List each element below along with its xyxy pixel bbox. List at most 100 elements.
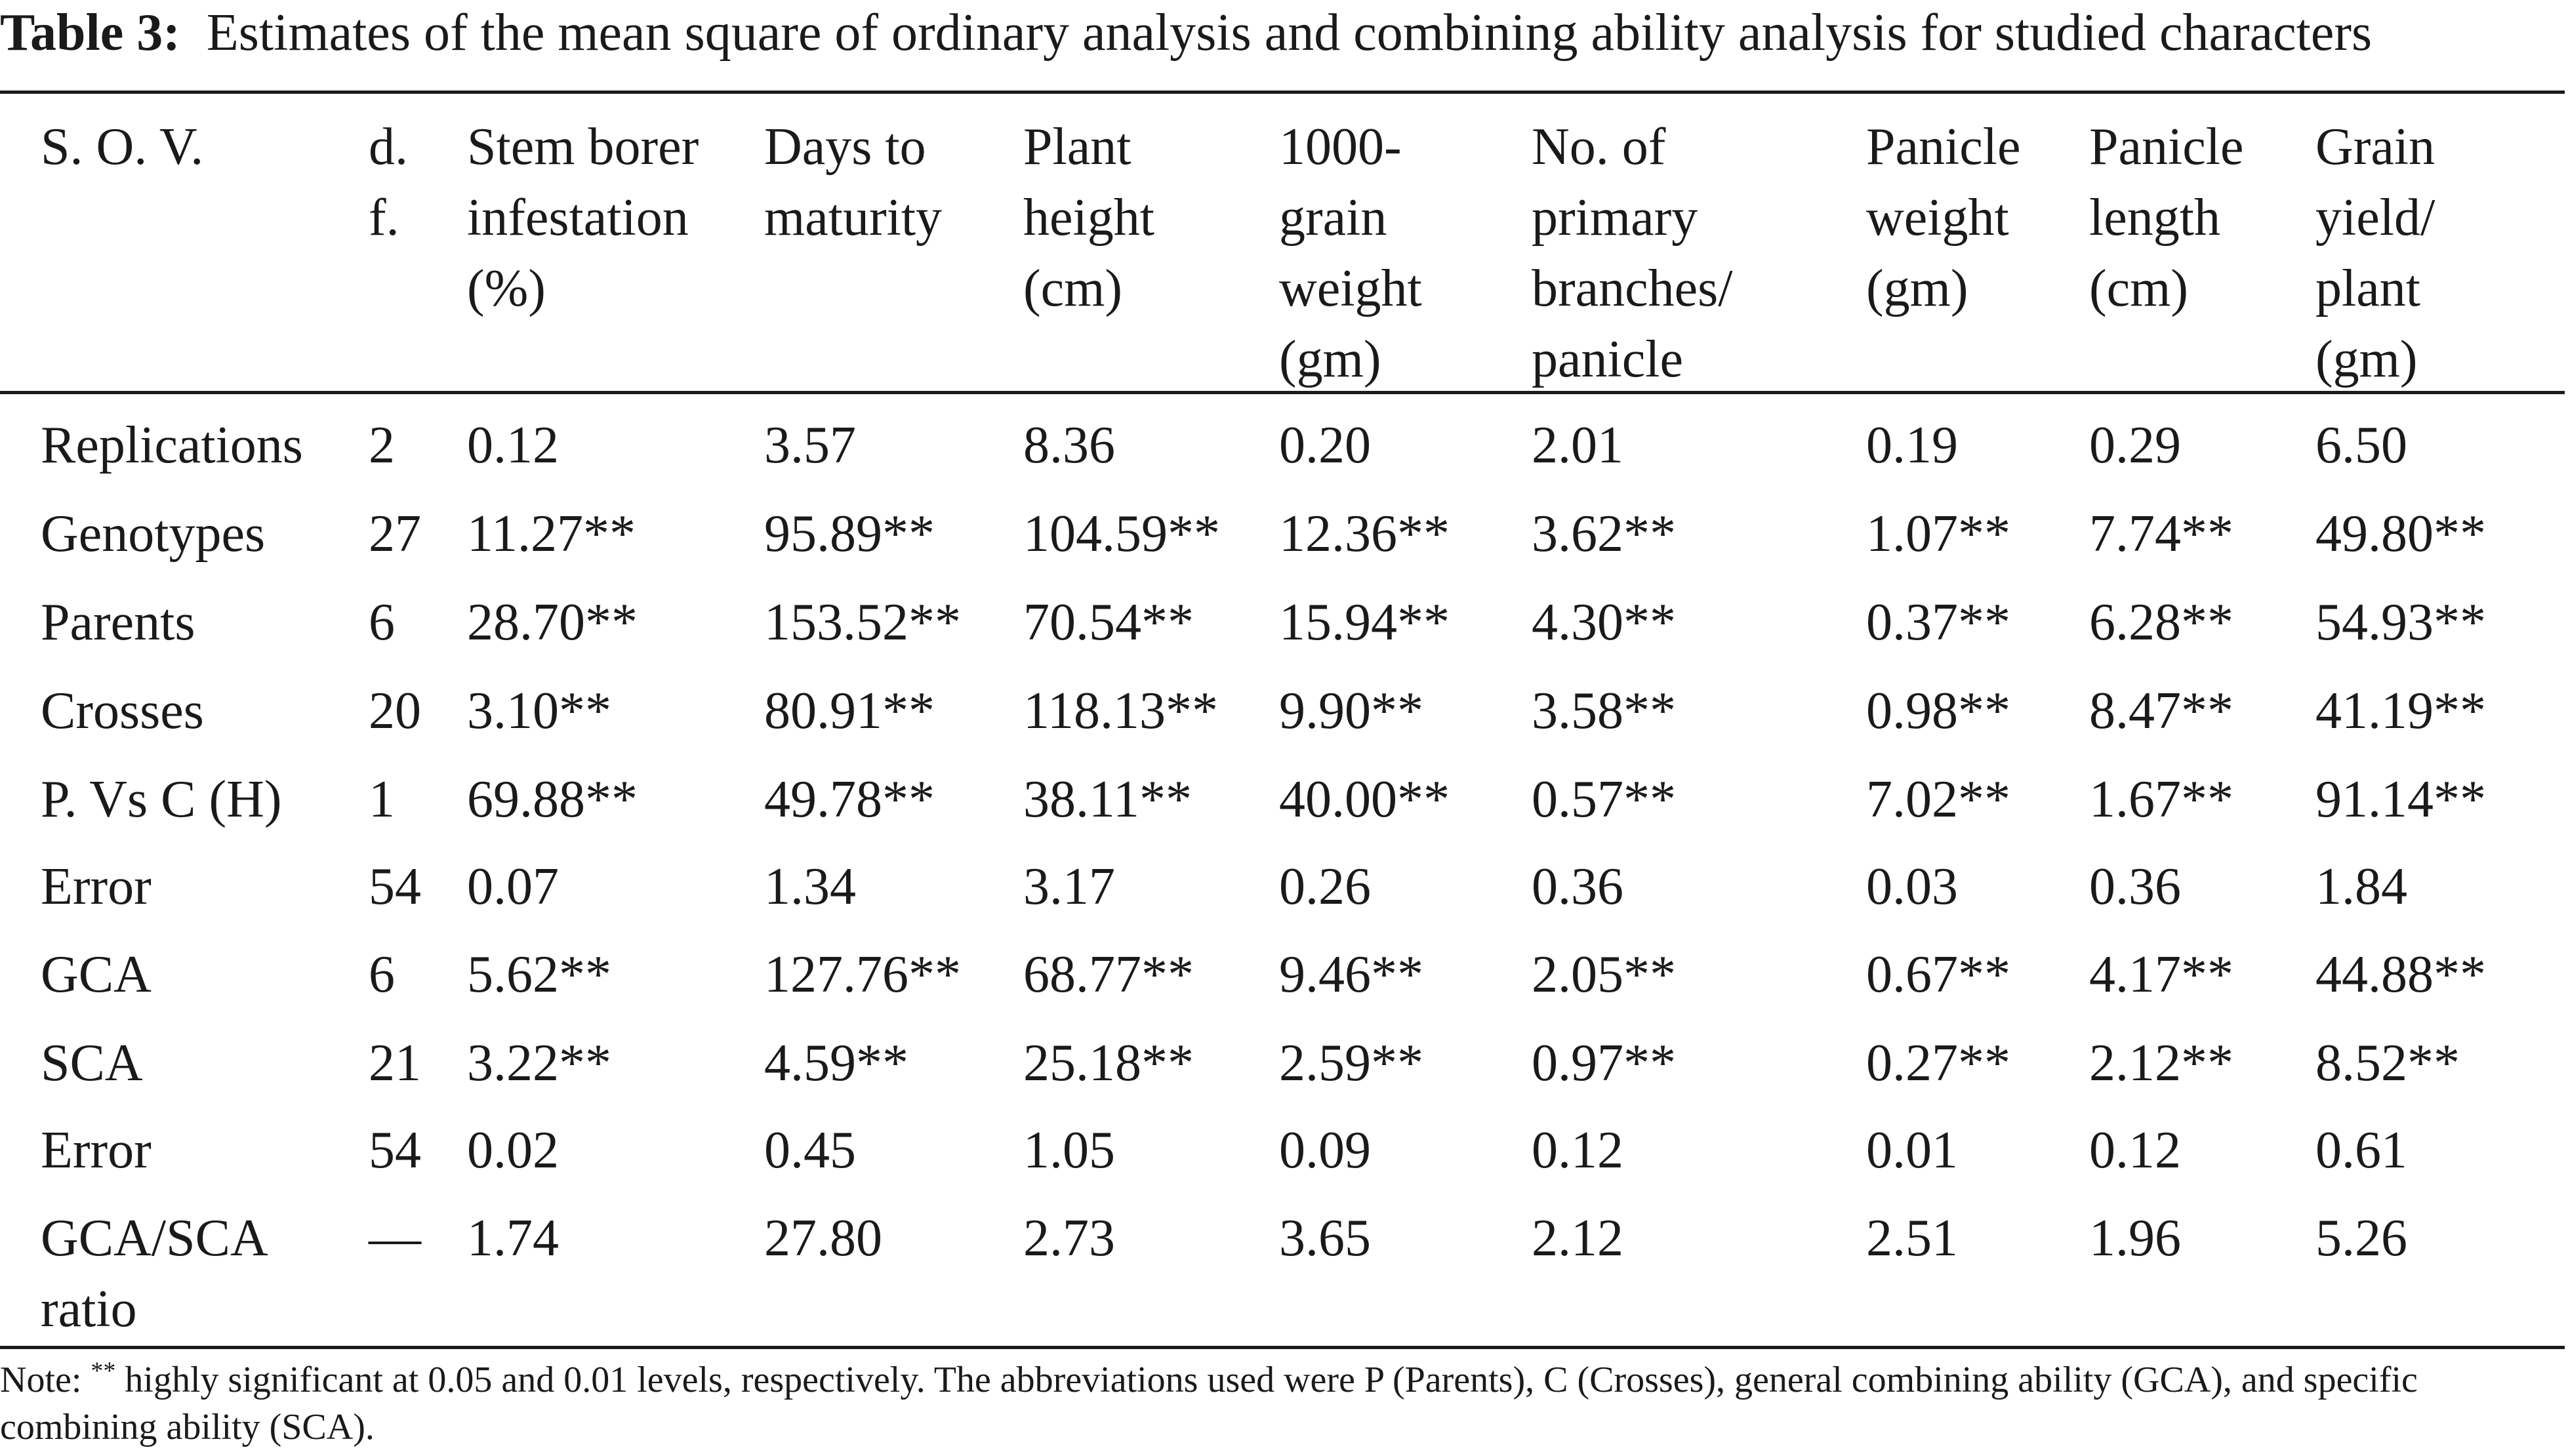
caption-label: Table 3: bbox=[0, 4, 180, 62]
table-cell: 0.02 bbox=[467, 1122, 559, 1179]
table-cell: 0.27** bbox=[1866, 1034, 2010, 1092]
table-cell: 1 bbox=[369, 771, 395, 828]
table-cell: 2.12 bbox=[1532, 1209, 1623, 1267]
table-cell: 153.52** bbox=[764, 594, 961, 651]
table-cell: 54 bbox=[369, 858, 421, 916]
table-cell: 8.36 bbox=[1023, 416, 1115, 474]
row-label: GCA bbox=[41, 946, 152, 1003]
table-cell: 0.12 bbox=[467, 416, 559, 474]
row-label: Replications bbox=[41, 416, 303, 474]
table-cell: 0.57** bbox=[1532, 771, 1676, 828]
table-cell: 54 bbox=[369, 1122, 421, 1179]
table-cell: 0.12 bbox=[2089, 1122, 2181, 1179]
column-header-line: f. bbox=[369, 189, 399, 247]
table-cell: 0.07 bbox=[467, 858, 559, 916]
table-cell: 104.59** bbox=[1023, 505, 1220, 563]
table-cell: 6 bbox=[369, 946, 395, 1003]
column-header-line: (%) bbox=[467, 260, 546, 317]
table-cell: 2.01 bbox=[1532, 416, 1623, 474]
column-header-line: (gm) bbox=[1279, 331, 1381, 388]
table-cell: 40.00** bbox=[1279, 771, 1450, 828]
column-header-line: S. O. V. bbox=[41, 118, 204, 176]
row-label: GCA/SCA bbox=[41, 1209, 268, 1267]
column-header-line: weight bbox=[1866, 189, 2009, 247]
table-cell: 0.45 bbox=[764, 1122, 856, 1179]
table-cell: 0.01 bbox=[1866, 1122, 1958, 1179]
table-cell: 27 bbox=[369, 505, 421, 563]
row-label: ratio bbox=[41, 1280, 137, 1338]
table-cell: 2.05** bbox=[1532, 946, 1676, 1003]
table-cell: 0.67** bbox=[1866, 946, 2010, 1003]
table-cell: 68.77** bbox=[1023, 946, 1194, 1003]
table-cell: 21 bbox=[369, 1034, 421, 1092]
table-cell: 80.91** bbox=[764, 682, 935, 740]
column-header-line: Stem borer bbox=[467, 118, 699, 176]
caption-text: Estimates of the mean square of ordinary… bbox=[206, 4, 2373, 62]
table-cell: 8.52** bbox=[2315, 1034, 2460, 1092]
column-header-line: Grain bbox=[2315, 118, 2436, 176]
column-header-line: No. of bbox=[1532, 118, 1666, 176]
table-cell: 0.19 bbox=[1866, 416, 1958, 474]
table-cell: 0.12 bbox=[1532, 1122, 1623, 1179]
row-label: Genotypes bbox=[41, 505, 266, 563]
table-cell: 28.70** bbox=[467, 594, 638, 651]
header-rule bbox=[0, 391, 2565, 394]
note-text: highly significant at 0.05 and 0.01 leve… bbox=[0, 1360, 2418, 1447]
table-cell: 25.18** bbox=[1023, 1034, 1194, 1092]
table-cell: 3.62** bbox=[1532, 505, 1676, 563]
table-cell: 44.88** bbox=[2315, 946, 2486, 1003]
column-header-line: branches/ bbox=[1532, 260, 1733, 317]
table-cell: 127.76** bbox=[764, 946, 961, 1003]
table-cell: 0.03 bbox=[1866, 858, 1958, 916]
row-label: Error bbox=[41, 1122, 152, 1179]
column-header-line: weight bbox=[1279, 260, 1422, 317]
table-cell: 49.80** bbox=[2315, 505, 2486, 563]
table-cell: 91.14** bbox=[2315, 771, 2486, 828]
column-header-line: d. bbox=[369, 118, 408, 176]
table-cell: 0.98** bbox=[1866, 682, 2010, 740]
row-label: Crosses bbox=[41, 682, 204, 740]
table-cell: 4.30** bbox=[1532, 594, 1676, 651]
column-header-line: Panicle bbox=[1866, 118, 2021, 176]
table-cell: 1.05 bbox=[1023, 1122, 1115, 1179]
table-cell: 12.36** bbox=[1279, 505, 1450, 563]
table-cell: 9.90** bbox=[1279, 682, 1423, 740]
column-header-line: (gm) bbox=[1866, 260, 1968, 317]
table-cell: 9.46** bbox=[1279, 946, 1423, 1003]
table-cell: 5.26 bbox=[2315, 1209, 2407, 1267]
table-cell: 4.59** bbox=[764, 1034, 908, 1092]
table-cell: 2.59** bbox=[1279, 1034, 1423, 1092]
table-cell: 0.26 bbox=[1279, 858, 1371, 916]
column-header-line: Panicle bbox=[2089, 118, 2244, 176]
table-cell: 0.29 bbox=[2089, 416, 2181, 474]
table-cell: 54.93** bbox=[2315, 594, 2486, 651]
table-cell: 0.37** bbox=[1866, 594, 2010, 651]
table-cell: 1.07** bbox=[1866, 505, 2010, 563]
column-header-line: grain bbox=[1279, 189, 1387, 247]
table-cell: 15.94** bbox=[1279, 594, 1450, 651]
column-header-line: panicle bbox=[1532, 331, 1683, 388]
table-cell: 0.09 bbox=[1279, 1122, 1371, 1179]
table-cell: 3.57 bbox=[764, 416, 856, 474]
table-cell: 0.36 bbox=[2089, 858, 2181, 916]
row-label: Error bbox=[41, 858, 152, 916]
table-cell: 49.78** bbox=[764, 771, 935, 828]
table-cell: 5.62** bbox=[467, 946, 611, 1003]
note-prefix: Note: bbox=[0, 1360, 91, 1400]
table-cell: 3.17 bbox=[1023, 858, 1115, 916]
table-cell: 1.96 bbox=[2089, 1209, 2181, 1267]
column-header-line: yield/ bbox=[2315, 189, 2436, 247]
table-cell: 11.27** bbox=[467, 505, 636, 563]
table-cell: 70.54** bbox=[1023, 594, 1194, 651]
table-cell: 6 bbox=[369, 594, 395, 651]
table-cell: 6.28** bbox=[2089, 594, 2233, 651]
table-cell: 1.34 bbox=[764, 858, 856, 916]
table-note: Note: ** highly significant at 0.05 and … bbox=[0, 1356, 2558, 1451]
row-label: P. Vs C (H) bbox=[41, 771, 282, 828]
table-cell: 118.13** bbox=[1023, 682, 1219, 740]
table-cell: 1.74 bbox=[467, 1209, 559, 1267]
table-cell: 27.80 bbox=[764, 1209, 882, 1267]
table-cell: 69.88** bbox=[467, 771, 638, 828]
table-cell: 3.65 bbox=[1279, 1209, 1371, 1267]
table-cell: 3.10** bbox=[467, 682, 611, 740]
